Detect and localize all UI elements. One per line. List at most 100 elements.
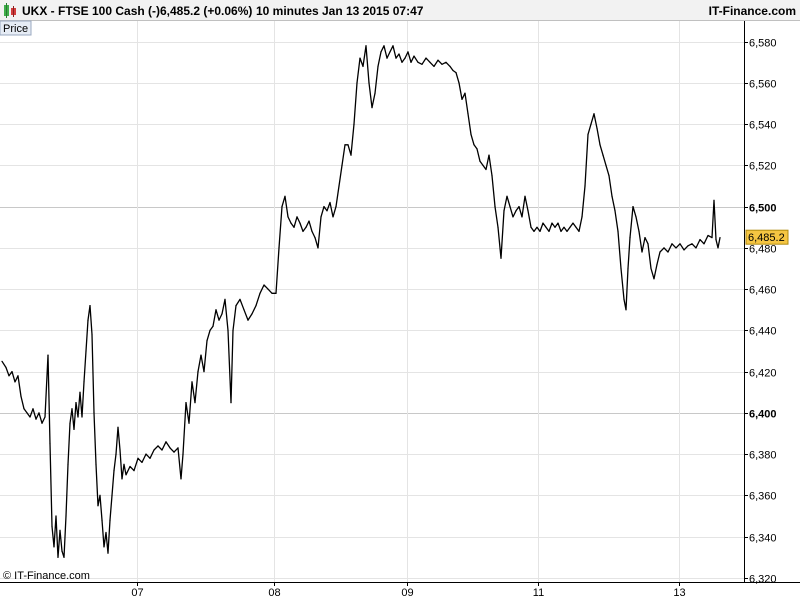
data-point — [99, 494, 101, 496]
data-point — [290, 222, 292, 224]
data-point — [177, 447, 179, 449]
data-point — [161, 449, 163, 451]
data-point — [38, 412, 40, 414]
data-point — [87, 319, 89, 321]
data-point — [53, 546, 55, 548]
data-point — [117, 426, 119, 428]
data-point — [536, 226, 538, 228]
data-point — [413, 55, 415, 57]
data-point — [494, 206, 496, 208]
data-point — [593, 113, 595, 115]
data-point — [675, 247, 677, 249]
data-point — [533, 230, 535, 232]
data-point — [433, 65, 435, 67]
data-point — [47, 354, 49, 356]
data-point — [711, 237, 713, 239]
data-point — [14, 381, 16, 383]
data-point — [437, 59, 439, 61]
data-point — [377, 65, 379, 67]
data-point — [115, 453, 117, 455]
data-point — [296, 216, 298, 218]
data-point — [85, 350, 87, 352]
data-point — [271, 292, 273, 294]
price-change: 6,485.2 (+0.06%) — [160, 4, 252, 18]
data-point — [145, 453, 147, 455]
data-point — [566, 230, 568, 232]
data-point — [125, 474, 127, 476]
data-point — [111, 494, 113, 496]
data-point — [545, 226, 547, 228]
data-point — [103, 546, 105, 548]
candlestick-icon[interactable] — [4, 3, 16, 18]
data-point — [263, 284, 265, 286]
data-point — [625, 309, 627, 311]
data-point — [521, 216, 523, 218]
data-point — [715, 239, 717, 241]
data-point — [371, 107, 373, 109]
data-point — [659, 251, 661, 253]
data-point — [473, 144, 475, 146]
y-axis-ticks: 6,320 6,340 6,360 6,380 6,400 6,420 6,440 6,460… — [744, 38, 777, 586]
data-point — [212, 325, 214, 327]
data-point — [77, 416, 79, 418]
data-point — [627, 267, 629, 270]
x-axis-ticks: 07 08 09 11 13 — [131, 582, 686, 599]
data-point — [26, 412, 28, 414]
data-point — [191, 381, 193, 383]
datetime-label: Jan 13 2015 07:47 — [322, 4, 424, 18]
data-point — [383, 45, 385, 47]
data-point — [49, 443, 51, 445]
data-point — [663, 247, 665, 249]
data-point — [329, 201, 331, 204]
data-point — [380, 51, 382, 53]
data-point — [530, 226, 532, 228]
data-point — [500, 257, 502, 259]
data-point — [638, 230, 640, 232]
y-tick-label: 6,480 — [749, 244, 777, 256]
data-point — [137, 457, 139, 459]
data-point — [455, 72, 457, 74]
data-point — [695, 247, 697, 249]
series — [1, 45, 721, 558]
data-point — [506, 195, 508, 197]
data-point — [302, 230, 304, 232]
data-point — [275, 292, 277, 294]
header-bar: UKX - FTSE 100 Cash (-) 6,485.2 (+0.06%)… — [0, 0, 800, 21]
x-tick-label: 07 — [131, 587, 143, 599]
data-point — [515, 210, 517, 212]
data-point — [35, 418, 37, 420]
interval-label[interactable]: 10 minutes — [256, 4, 319, 18]
data-point — [353, 123, 355, 125]
data-point — [165, 441, 167, 443]
data-point — [107, 552, 109, 554]
data-point — [524, 195, 526, 197]
data-point — [206, 340, 208, 342]
data-point — [93, 412, 95, 414]
data-point — [687, 245, 689, 247]
data-point — [359, 57, 361, 59]
data-point — [180, 478, 182, 480]
price-panel-tab[interactable]: Price — [0, 20, 32, 36]
x-tick-label: 09 — [401, 587, 413, 599]
price-tab-bg — [0, 20, 32, 36]
data-point — [320, 216, 322, 218]
data-point — [97, 505, 99, 507]
data-point — [441, 63, 443, 65]
data-point — [368, 82, 370, 84]
y-tick-label: 6,580 — [749, 38, 777, 50]
data-point — [149, 457, 151, 459]
data-point — [81, 416, 83, 418]
data-point — [703, 243, 705, 245]
data-point — [581, 216, 583, 218]
data-point — [608, 175, 610, 177]
data-point — [221, 313, 223, 315]
data-point — [584, 185, 586, 187]
y-tick-label: 6,360 — [749, 491, 777, 503]
data-point — [105, 531, 107, 534]
data-point — [323, 206, 325, 208]
y-tick-label: 6,560 — [749, 79, 777, 91]
data-point — [113, 470, 115, 472]
data-point — [404, 57, 406, 59]
data-point — [548, 230, 550, 232]
